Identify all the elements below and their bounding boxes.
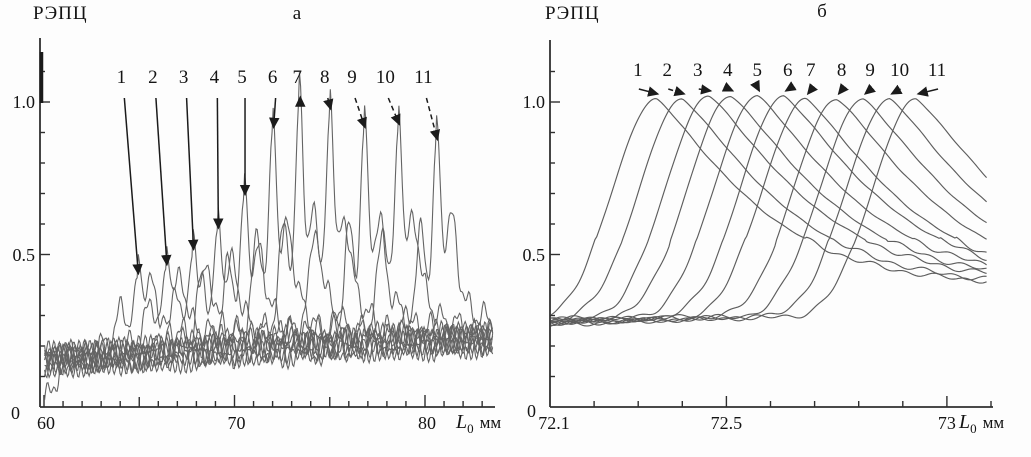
curve-number-label-a-11: 11 [414,67,433,88]
curves-panel-a [44,72,494,401]
curve-b-3 [550,95,987,323]
curve-b-10 [550,98,987,326]
peak-arrow-b-2 [668,86,686,97]
curve-b-4 [550,95,987,322]
x-tick-label-b-72.5: 72.5 [710,413,743,433]
x-unit-symbol: L [456,411,468,433]
y-tick-label-a-0.5: 0.5 [12,244,36,265]
curve-number-label-a-5: 5 [237,67,247,88]
curve-number-label-a-2: 2 [148,67,158,88]
curve-number-label-b-3: 3 [693,60,703,81]
x-unit-subscript: 0 [467,420,474,436]
curve-b-8 [550,99,987,326]
curve-number-label-b-6: 6 [782,60,793,81]
curve-number-label-a-4: 4 [209,67,220,88]
curve-b-6 [550,95,987,324]
curve-b-2 [550,98,987,321]
peak-arrow-b-3 [698,84,713,95]
x-tick-label-a-70: 70 [227,413,246,433]
peak-arrow-a-3 [185,97,199,251]
peak-arrows-b [638,79,939,97]
curve-a-4 [44,207,494,376]
peak-arrow-b-10 [890,84,903,95]
x-tick-label-b-73: 73 [937,413,956,433]
curve-number-label-a-3: 3 [178,67,189,88]
curve-a-1 [44,254,494,379]
y-axis-title-b: РЭПЦ [545,3,600,24]
curve-b-9 [550,98,987,327]
curve-number-label-b-5: 5 [752,60,763,81]
peak-arrows-a [123,95,441,276]
curve-b-1 [550,97,987,316]
curve-b-5 [550,94,987,323]
peak-arrow-a-11 [425,97,441,142]
curve-number-label-b-9: 9 [865,60,875,81]
curve-number-label-a-10: 10 [375,67,395,88]
curve-number-label-b-10: 10 [890,60,910,81]
x-tick-label-a-60: 60 [37,413,55,433]
peak-arrow-b-9 [863,83,876,95]
curve-number-label-a-9: 9 [347,67,357,88]
peak-arrow-b-6 [784,81,797,92]
curve-number-label-b-2: 2 [662,60,673,81]
y-tick-label-a-1.0: 1.0 [12,92,36,112]
curve-a-11 [44,115,494,401]
x-tick-label-b-72.1: 72.1 [538,413,570,433]
peak-arrow-b-4 [721,81,735,92]
curve-a-9 [44,105,494,379]
x-tick-label-a-80: 80 [418,413,436,433]
peak-arrow-a-1 [123,97,143,276]
axes-b [549,40,993,408]
peak-arrow-a-6 [269,97,280,129]
curve-b-7 [550,97,987,325]
curve-b-11 [550,98,988,327]
curve-a-8 [44,89,493,380]
peak-arrow-a-2 [155,97,172,267]
curve-number-label-a-8: 8 [320,67,330,88]
curve-number-label-b-1: 1 [633,60,643,81]
peak-arrow-a-4 [213,97,224,230]
peak-arrow-b-8 [837,83,849,96]
y-tick-label-b-1.0: 1.0 [522,92,546,112]
curve-number-label-b-4: 4 [723,60,733,81]
curve-number-label-b-7: 7 [806,60,816,81]
panel-title-a: а [292,3,302,24]
x-unit-symbol: L [959,411,971,433]
curve-number-label-b-11: 11 [927,60,947,81]
x-unit-mm: мм [982,413,1005,432]
curves-panel-b [550,94,988,327]
curve-number-label-a-6: 6 [267,67,278,88]
curve-number-label-a-1: 1 [116,67,127,88]
x-unit-subscript: 0 [970,420,977,436]
x-axis-unit-a: L0 мм [456,412,501,435]
y-tick-label-a-0: 0 [11,403,20,423]
peak-arrow-b-11 [916,86,939,97]
peak-arrow-b-5 [750,79,760,93]
y-tick-label-b-0: 0 [527,401,536,421]
y-tick-label-b-0.5: 0.5 [522,244,546,265]
peak-arrow-a-9 [354,97,367,129]
peak-arrow-b-7 [806,83,818,96]
y-axis-title-a: РЭПЦ [33,3,88,24]
curve-a-6 [44,107,494,379]
x-unit-mm: мм [479,413,502,432]
curve-number-label-a-7: 7 [292,67,303,88]
x-axis-unit-b: L0 мм [959,412,1004,435]
curve-number-label-b-8: 8 [836,60,847,81]
panel-title-b: б [817,1,827,22]
peak-arrow-b-1 [638,86,660,97]
peak-arrow-a-10 [387,97,401,126]
peak-arrow-a-8 [323,97,334,111]
